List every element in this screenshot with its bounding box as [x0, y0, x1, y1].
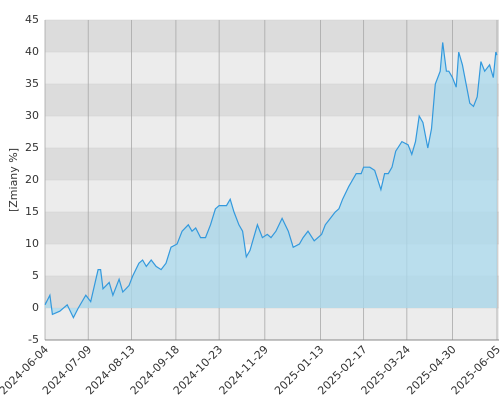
band [45, 20, 499, 52]
y-tick-label: 15 [25, 205, 39, 218]
y-tick-label: 25 [25, 141, 39, 154]
y-tick-label: 10 [25, 237, 39, 250]
y-tick-label: 0 [32, 301, 39, 314]
y-tick-label: 5 [32, 269, 39, 282]
x-tick-label: 2024-11-29 [217, 343, 271, 397]
y-tick-label: 30 [25, 109, 39, 122]
y-tick-label: -5 [28, 333, 39, 346]
y-tick-label: 35 [25, 77, 39, 90]
y-tick-label: 20 [25, 173, 39, 186]
y-tick-label: 45 [25, 13, 39, 26]
y-axis-label: [Zmiany %] [7, 148, 20, 212]
area-fill [45, 42, 497, 318]
line [44, 42, 498, 319]
y-tick-label: 40 [25, 45, 39, 58]
band [45, 308, 499, 340]
band [45, 84, 499, 116]
band [45, 52, 499, 84]
